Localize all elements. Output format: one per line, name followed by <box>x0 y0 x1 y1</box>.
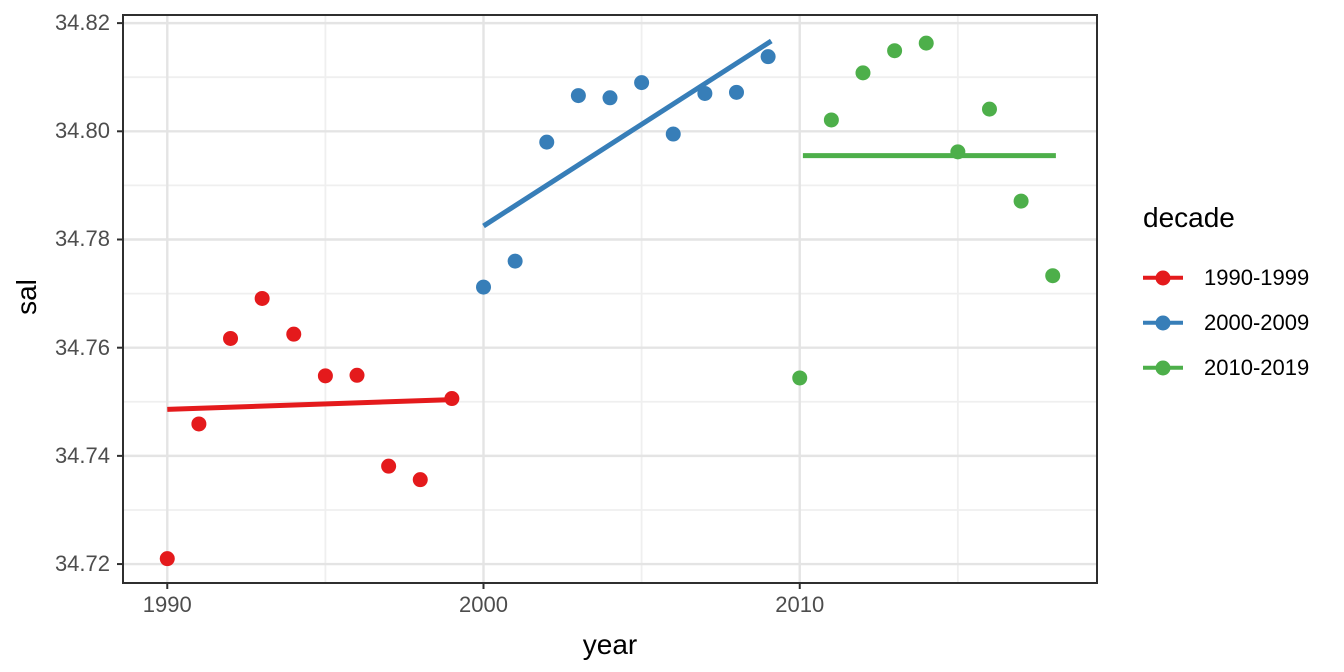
legend-item-label: 1990-1999 <box>1204 264 1310 290</box>
data-point <box>887 43 903 59</box>
data-point <box>159 551 175 567</box>
y-tick-label: 34.78 <box>54 226 110 252</box>
x-tick-label: 1990 <box>142 592 192 617</box>
data-point <box>476 279 492 295</box>
data-point <box>381 458 397 474</box>
data-point <box>665 126 681 142</box>
data-point <box>317 368 333 384</box>
legend-item-label: 2010-2019 <box>1204 354 1310 380</box>
data-point <box>1013 193 1029 209</box>
data-point <box>760 49 776 65</box>
data-point <box>412 472 428 488</box>
data-point <box>191 416 207 432</box>
y-tick-label: 34.76 <box>54 334 110 360</box>
data-point <box>602 90 618 106</box>
x-axis-title: year <box>582 629 638 660</box>
data-point <box>444 391 460 407</box>
data-point <box>792 370 808 386</box>
data-point <box>1045 268 1061 284</box>
legend-key-icon <box>1143 314 1183 332</box>
data-point <box>697 85 713 101</box>
trend-line <box>167 397 452 412</box>
legend-items: 1990-1999 2000-2009 2010-2019 <box>1143 255 1309 390</box>
data-point <box>223 330 239 346</box>
y-tick-label: 34.72 <box>54 551 110 577</box>
panel-background <box>123 15 1097 583</box>
data-point <box>634 75 650 91</box>
panel-border <box>122 14 1098 584</box>
data-point <box>286 326 302 342</box>
data-point <box>855 65 871 81</box>
legend-key-dot <box>1155 315 1171 330</box>
data-point <box>254 290 270 306</box>
legend-item-label: 2000-2009 <box>1204 309 1310 335</box>
x-tick-label: 2010 <box>775 592 825 617</box>
legend: decade 1990-1999 2000-2009 2010-2019 <box>1143 202 1309 390</box>
data-point <box>728 84 744 100</box>
legend-key-dot <box>1155 360 1171 375</box>
data-point <box>823 112 839 128</box>
legend-item: 2010-2019 <box>1143 345 1309 390</box>
data-point <box>349 367 365 383</box>
legend-item: 2000-2009 <box>1143 300 1309 345</box>
legend-item: 1990-1999 <box>1143 255 1309 300</box>
x-tick-label: 2000 <box>459 592 508 617</box>
y-tick-label: 34.80 <box>54 118 110 144</box>
data-point <box>539 134 555 150</box>
legend-key-icon <box>1143 269 1183 287</box>
legend-key-dot <box>1155 270 1171 285</box>
data-point <box>918 35 934 51</box>
y-tick-label: 34.74 <box>54 442 110 468</box>
y-tick-label: 34.82 <box>54 10 110 36</box>
data-point <box>507 253 523 269</box>
legend-title: decade <box>1143 202 1235 233</box>
data-point <box>981 101 997 117</box>
data-point <box>570 88 586 104</box>
y-axis-title: sal <box>11 279 42 315</box>
trend-line <box>482 38 773 229</box>
legend-key-icon <box>1143 359 1183 377</box>
